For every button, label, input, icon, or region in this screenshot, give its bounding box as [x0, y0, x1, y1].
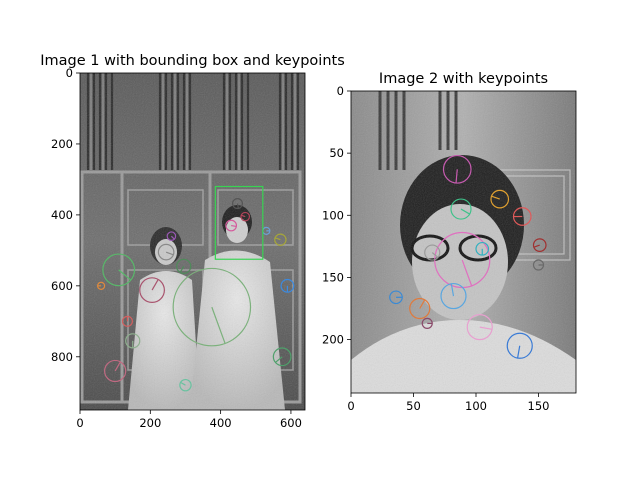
image-2-x-tick-label: 150	[528, 399, 550, 413]
image-1-x-tick-label: 400	[210, 416, 232, 430]
image-2-frame	[350, 90, 577, 394]
image-1-keypoint-orientation-5	[236, 203, 239, 209]
image-1-keypoint-1	[172, 267, 252, 347]
image-1-keypoint-orientation-17	[180, 381, 186, 386]
image-1-keypoint-orientation-1	[211, 306, 226, 344]
image-2-keypoint-11	[532, 238, 547, 252]
image-1-y-tick-label: 0	[66, 66, 73, 80]
image-1-keypoint-0	[102, 253, 136, 287]
image-1-title: Image 1 with bounding box and keypoints	[40, 53, 345, 69]
image-2-x-tick-label: 100	[465, 399, 487, 413]
image-1-keypoint-5	[231, 198, 244, 210]
image-2-keypoints	[389, 154, 547, 359]
image-1-keypoint-14	[166, 231, 177, 241]
image-1-y-tick-label: 800	[51, 350, 73, 364]
image-2-keypoint-orientation-8	[491, 195, 500, 200]
image-2-keypoint-9	[424, 244, 441, 261]
image-2-y-tick-label: 200	[322, 333, 344, 347]
image-2-y-tick-label: 150	[322, 270, 344, 284]
image-1-keypoint-orientation-14	[170, 235, 175, 240]
image-1-y-tick-label: 400	[51, 208, 73, 222]
image-2-y-tick-label: 50	[329, 146, 344, 160]
image-2-y-tick-label: 100	[322, 208, 344, 222]
image-1-frame	[79, 72, 306, 411]
image-1-keypoint-7	[225, 219, 238, 232]
image-1-x-tick-label: 600	[280, 416, 302, 430]
image-2-title: Image 2 with keypoints	[379, 71, 548, 87]
image-1-keypoint-orientation-11	[274, 237, 281, 241]
image-2-keypoint-orientation-5	[516, 345, 521, 359]
image-2-photo	[351, 91, 576, 393]
image-1-keypoint-2	[139, 277, 165, 304]
image-2-keypoint-0	[442, 154, 472, 184]
image-2-keypoint-1	[450, 198, 472, 220]
image-1-keypoint-orientation-2	[151, 279, 159, 291]
image-2-keypoint-orientation-6	[419, 299, 426, 309]
image-2-keypoint-orientation-3	[450, 283, 455, 297]
image-1-keypoint-11	[274, 233, 287, 246]
image-1-y-tick-label: 600	[51, 279, 73, 293]
image-2-axes: 0 50 100 150 0 50 100 150 200	[322, 84, 549, 413]
image-2-x-tick-label: 0	[347, 399, 354, 413]
image-1-x-tick-label: 0	[76, 416, 83, 430]
image-2-keypoint-orientation-4	[479, 326, 493, 330]
image-1-y-tick-label: 200	[51, 137, 73, 151]
image-2-x-tick-label: 50	[406, 399, 421, 413]
image-2-keypoint-3	[440, 282, 467, 310]
image-2-keypoint-8	[490, 189, 510, 209]
image-1-keypoint-8	[272, 347, 292, 367]
image-2-panel: Image 2 with keypoints 0 50 100 150 0 50 100 15…	[322, 71, 577, 413]
image-1-keypoint-4	[176, 258, 192, 274]
image-2-keypoint-orientation-11	[533, 244, 540, 248]
image-1-keypoints	[96, 198, 295, 392]
image-1-keypoint-10	[104, 359, 127, 383]
image-2-keypoint-5	[506, 332, 533, 359]
image-2-keypoint-6	[409, 297, 431, 320]
image-1-x-tick-label: 200	[139, 416, 161, 430]
image-2-keypoint-orientation-2	[461, 259, 473, 287]
image-1-keypoint-orientation-8	[275, 356, 283, 363]
image-1-photo	[80, 73, 305, 410]
image-1-keypoint-orientation-10	[114, 361, 121, 372]
image-2-keypoint-4	[466, 314, 493, 341]
image-2-keypoint-orientation-0	[455, 169, 458, 184]
image-1-keypoint-orientation-6	[241, 214, 246, 218]
image-2-keypoint-orientation-9	[431, 252, 439, 258]
image-2-keypoint-orientation-1	[460, 208, 470, 215]
image-1-keypoint-orientation-4	[179, 266, 185, 273]
image-1-keypoint-orientation-0	[118, 269, 132, 281]
image-1-keypoint-orientation-7	[231, 224, 237, 228]
image-1-keypoint-6	[240, 211, 251, 222]
image-1-keypoint-orientation-3	[165, 251, 174, 256]
bounding-box	[214, 185, 264, 260]
image-2-y-tick-label: 0	[337, 84, 344, 98]
image-1-keypoint-3	[157, 243, 175, 261]
image-1-axes: 0 200 400 600 0 200 400 600 800	[51, 66, 302, 430]
image-1-panel: Image 1 with bounding box and keypoints …	[40, 53, 345, 430]
image-1-keypoint-17	[179, 378, 192, 392]
